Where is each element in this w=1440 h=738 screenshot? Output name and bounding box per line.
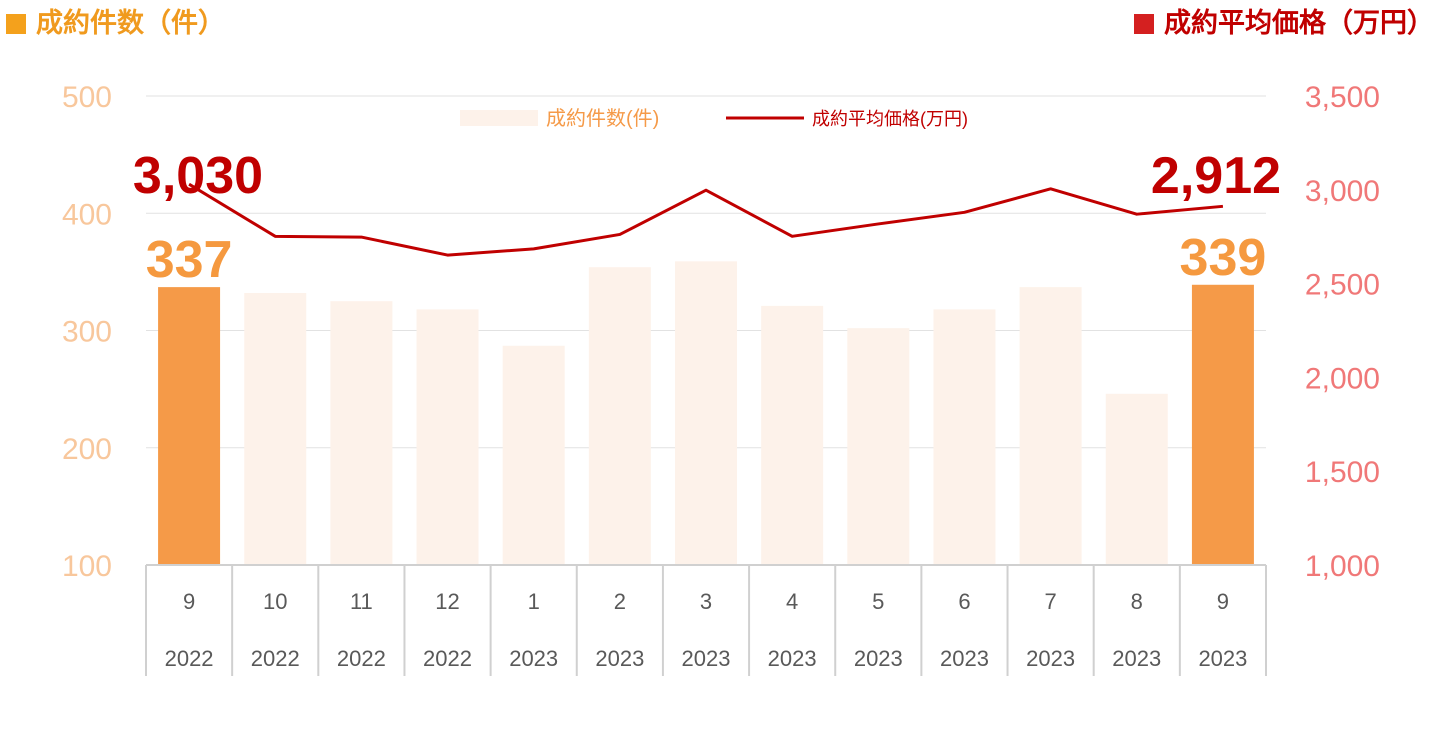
x-tick-month: 1 bbox=[528, 589, 540, 614]
x-tick-year: 2023 bbox=[768, 646, 817, 671]
bar-series bbox=[158, 261, 1254, 565]
count-data-label: 337 bbox=[146, 231, 233, 289]
bar bbox=[502, 345, 565, 565]
right-tick-label: 1,000 bbox=[1305, 550, 1380, 583]
bar bbox=[244, 292, 307, 565]
x-tick-month: 3 bbox=[700, 589, 712, 614]
left-tick-label: 500 bbox=[62, 81, 112, 114]
x-tick-year: 2023 bbox=[854, 646, 903, 671]
x-tick-year: 2023 bbox=[1112, 646, 1161, 671]
x-tick-year: 2023 bbox=[595, 646, 644, 671]
right-axis-title: 成約平均価格（万円） bbox=[1134, 4, 1434, 44]
annotations: 337 339 3,030 2,912 bbox=[133, 147, 1281, 289]
right-tick-label: 3,500 bbox=[1305, 81, 1380, 114]
bar bbox=[416, 309, 479, 565]
right-tick-label: 2,000 bbox=[1305, 362, 1380, 395]
red-square-icon bbox=[1134, 14, 1154, 34]
bar bbox=[847, 328, 910, 565]
left-tick-label: 100 bbox=[62, 550, 112, 583]
x-axis: 9 2022 10 2022 11 2022 12 2022 1 2023 2 2023 3 2023 4 2… bbox=[145, 564, 1267, 676]
x-tick-month: 12 bbox=[435, 589, 459, 614]
x-tick-month: 6 bbox=[958, 589, 970, 614]
x-tick-year: 2023 bbox=[1026, 646, 1075, 671]
bar bbox=[330, 301, 393, 565]
left-axis-title: 成約件数（件） bbox=[6, 4, 225, 44]
x-tick-year: 2023 bbox=[1198, 646, 1247, 671]
bar bbox=[588, 267, 651, 565]
bar bbox=[761, 305, 824, 565]
x-tick-year: 2022 bbox=[337, 646, 386, 671]
right-tick-label: 3,000 bbox=[1305, 175, 1380, 208]
bar bbox=[675, 261, 737, 565]
left-title-text: 成約件数（件） bbox=[36, 8, 225, 39]
left-tick-label: 200 bbox=[62, 433, 112, 466]
legend-line-label: 成約平均価格(万円) bbox=[812, 109, 968, 129]
left-axis: 100 200 300 400 500 bbox=[62, 81, 112, 583]
right-title-text: 成約平均価格（万円） bbox=[1164, 8, 1434, 39]
x-tick-year: 2023 bbox=[509, 646, 558, 671]
price-data-label: 2,912 bbox=[1151, 147, 1281, 205]
x-tick-year: 2023 bbox=[682, 646, 731, 671]
x-tick-month: 11 bbox=[350, 589, 373, 614]
x-tick-month: 7 bbox=[1044, 589, 1056, 614]
x-tick-year: 2022 bbox=[165, 646, 214, 671]
right-axis: 1,000 1,500 2,000 2,500 3,000 3,500 bbox=[1305, 81, 1380, 583]
bar bbox=[1191, 284, 1254, 565]
x-tick-month: 5 bbox=[872, 589, 884, 614]
x-tick-month: 8 bbox=[1131, 589, 1143, 614]
x-tick-year: 2022 bbox=[251, 646, 300, 671]
left-tick-label: 300 bbox=[62, 316, 112, 349]
x-tick-month: 2 bbox=[614, 589, 626, 614]
line-series bbox=[188, 182, 1224, 257]
count-data-label: 339 bbox=[1180, 229, 1267, 287]
bar bbox=[1019, 287, 1082, 565]
right-tick-label: 1,500 bbox=[1305, 456, 1380, 489]
left-tick-label: 400 bbox=[62, 198, 112, 231]
legend: 成約件数(件) 成約平均価格(万円) bbox=[460, 107, 968, 130]
bar bbox=[158, 287, 221, 565]
bar bbox=[933, 309, 996, 565]
legend-bar-label: 成約件数(件) bbox=[546, 107, 659, 130]
legend-bar-swatch bbox=[460, 110, 538, 126]
price-data-label: 3,030 bbox=[133, 147, 263, 205]
x-tick-month: 9 bbox=[183, 589, 195, 614]
x-tick-year: 2022 bbox=[423, 646, 472, 671]
x-tick-year: 2023 bbox=[940, 646, 989, 671]
x-tick-month: 10 bbox=[263, 589, 287, 614]
orange-square-icon bbox=[6, 14, 26, 34]
bar bbox=[1105, 393, 1168, 565]
x-tick-month: 4 bbox=[786, 589, 798, 614]
x-tick-month: 9 bbox=[1217, 589, 1229, 614]
right-tick-label: 2,500 bbox=[1305, 269, 1380, 302]
price-line bbox=[188, 182, 1224, 257]
